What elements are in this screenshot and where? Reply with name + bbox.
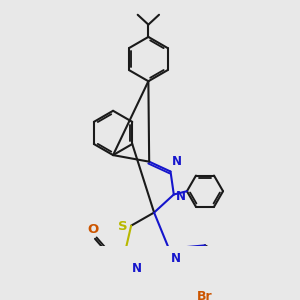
Text: S: S [118, 220, 128, 233]
Text: N: N [171, 252, 181, 265]
Text: N: N [172, 155, 182, 168]
Text: Br: Br [197, 290, 213, 300]
Text: N: N [132, 262, 142, 275]
Text: O: O [88, 223, 99, 236]
Text: N: N [176, 190, 186, 202]
